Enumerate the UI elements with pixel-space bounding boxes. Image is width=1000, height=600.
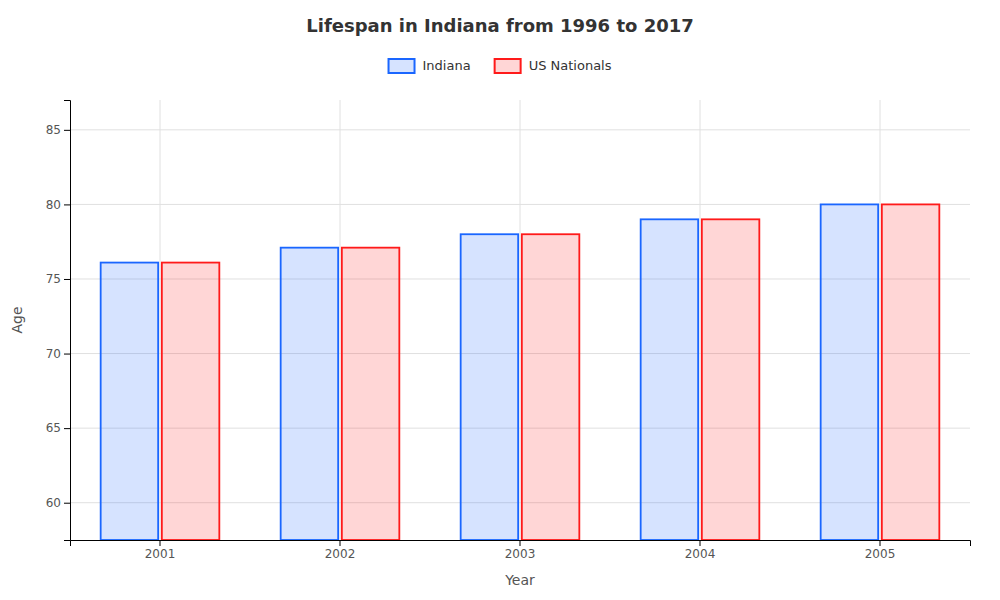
bar-series — [101, 204, 878, 540]
x-tick-mark — [160, 540, 161, 546]
bar — [342, 248, 399, 540]
y-tick: 75 — [46, 272, 70, 286]
bar — [702, 219, 759, 540]
bar — [461, 234, 518, 540]
bar — [281, 248, 338, 540]
x-tick-mark — [880, 540, 881, 546]
y-axis-title: Age — [9, 306, 25, 333]
bar — [882, 204, 939, 540]
grid-line-x — [520, 100, 521, 540]
x-tick-label: 2003 — [505, 547, 536, 561]
plot-area: 2001 2002 2003 2004 2005 60 65 70 75 80 85 — [46, 100, 971, 561]
legend-label: Indiana — [423, 58, 471, 73]
x-tick: 2001 — [145, 540, 176, 561]
chart-title: Lifespan in Indiana from 1996 to 2017 — [306, 15, 694, 36]
legend-swatch — [389, 59, 415, 73]
grid-line-x — [160, 100, 161, 540]
bar — [522, 234, 579, 540]
bar — [162, 263, 219, 540]
y-tick-mark — [64, 204, 70, 205]
x-tick-label: 2005 — [865, 547, 896, 561]
chart-svg: 2001 2002 2003 2004 2005 60 65 70 75 80 85 Year Age L… — [0, 0, 1000, 600]
y-tick: 85 — [46, 123, 70, 137]
legend: Indiana US Nationals — [389, 58, 612, 73]
x-tick: 2004 — [685, 540, 716, 561]
y-tick-label: 60 — [46, 496, 61, 510]
x-tick-mark — [340, 540, 341, 546]
grid-line-x — [880, 100, 881, 540]
y-tick-label: 85 — [46, 123, 61, 137]
y-axis: 60 65 70 75 80 85 — [46, 101, 71, 541]
y-tick-mark — [64, 279, 70, 280]
legend-item: US Nationals — [495, 58, 612, 73]
x-tick-label: 2001 — [145, 547, 176, 561]
y-tick: 70 — [46, 347, 70, 361]
grid-line-x — [340, 100, 341, 540]
y-tick-label: 80 — [46, 198, 61, 212]
bar — [641, 219, 698, 540]
x-tick: 2003 — [505, 540, 536, 561]
x-tick-label: 2004 — [685, 547, 716, 561]
y-tick: 80 — [46, 198, 70, 212]
x-axis-title: Year — [504, 572, 535, 588]
bar — [101, 263, 158, 540]
bar-series — [162, 204, 939, 540]
x-tick-label: 2002 — [325, 547, 356, 561]
chart-container: 2001 2002 2003 2004 2005 60 65 70 75 80 85 Year Age L… — [0, 0, 1000, 600]
x-tick-mark — [700, 540, 701, 546]
legend-swatch — [495, 59, 521, 73]
y-tick-mark — [64, 503, 70, 504]
bar — [821, 204, 878, 540]
x-tick: 2002 — [325, 540, 356, 561]
y-tick: 60 — [46, 496, 70, 510]
y-tick-label: 70 — [46, 347, 61, 361]
y-tick-mark — [64, 428, 70, 429]
legend-item: Indiana — [389, 58, 471, 73]
legend-label: US Nationals — [529, 58, 612, 73]
x-axis: 2001 2002 2003 2004 2005 — [71, 540, 971, 561]
y-tick-mark — [64, 354, 70, 355]
y-tick-label: 65 — [46, 421, 61, 435]
x-tick: 2005 — [865, 540, 896, 561]
y-axis-line — [64, 101, 71, 541]
y-tick: 65 — [46, 421, 70, 435]
bars — [101, 204, 940, 540]
y-tick-label: 75 — [46, 272, 61, 286]
grid-line-x — [700, 100, 701, 540]
x-axis-line — [71, 541, 971, 547]
y-tick-mark — [64, 130, 70, 131]
grid — [70, 100, 970, 540]
x-tick-mark — [520, 540, 521, 546]
